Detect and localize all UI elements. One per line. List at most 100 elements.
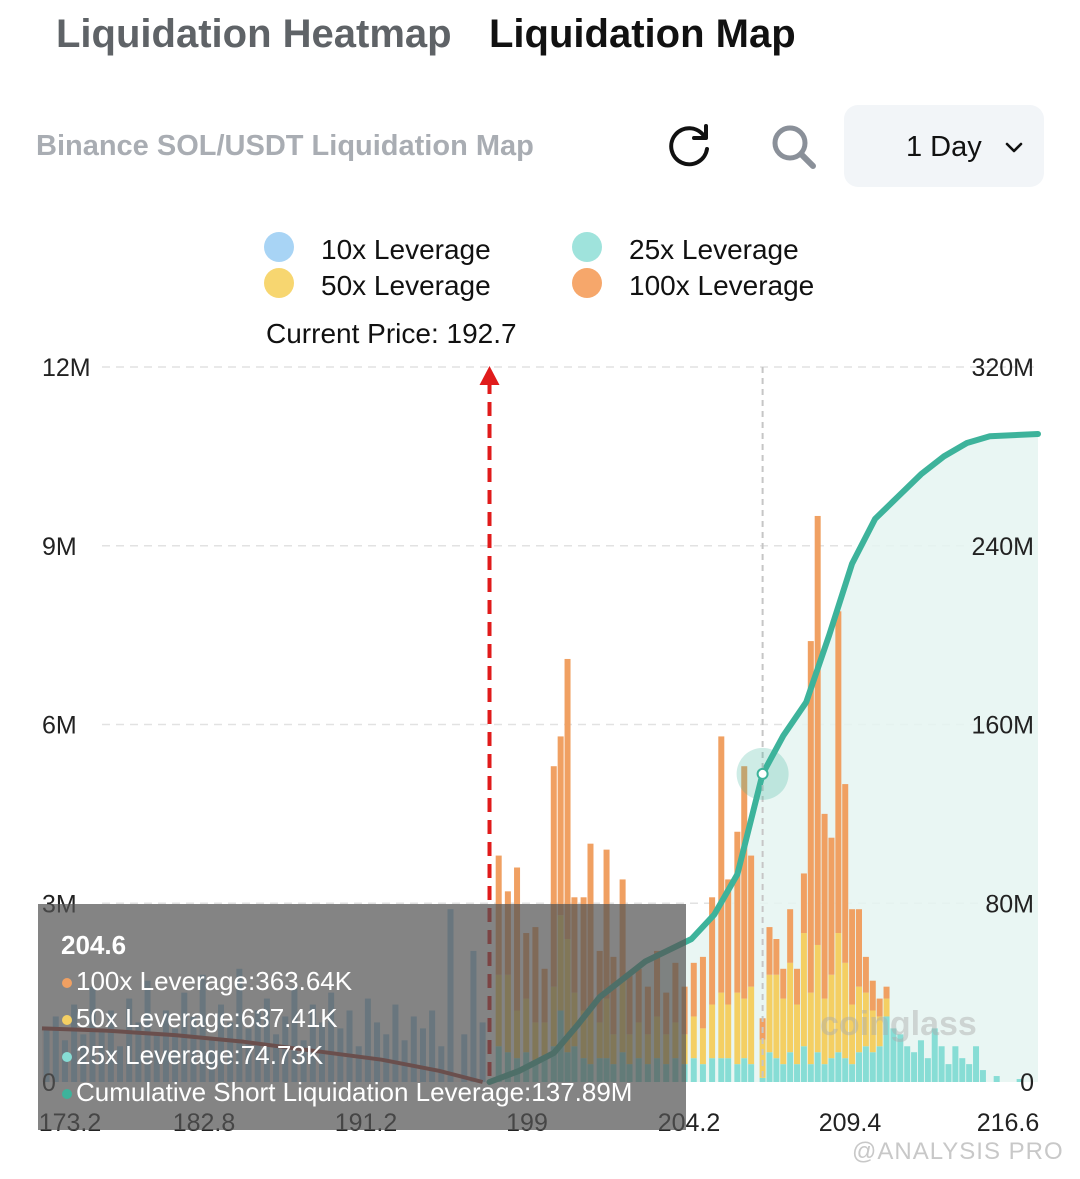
bar-50x: [821, 998, 828, 1065]
bar-25x: [787, 1052, 794, 1082]
bar-25x: [766, 1052, 773, 1082]
current-price-label: Current Price: 192.7: [266, 318, 517, 349]
author-watermark: @ANALYSIS PRO: [852, 1138, 1064, 1165]
bar-100x: [725, 879, 732, 1005]
bar-25x: [835, 1052, 842, 1082]
bar-50x: [690, 1016, 697, 1059]
bar-50x: [759, 1039, 766, 1078]
bar-25x: [862, 1046, 869, 1082]
y-left-tick-label: 12M: [42, 354, 91, 382]
bar-25x: [773, 1058, 780, 1082]
tooltip-row-cumulative: Cumulative Short Liquidation Leverage:13…: [62, 1077, 632, 1108]
bar-25x: [917, 1040, 924, 1082]
short-cumulative-area: [489, 434, 1038, 1082]
bar-25x: [800, 1046, 807, 1082]
legend-label-100x: 100x Leverage: [629, 270, 815, 301]
bar-100x: [699, 956, 706, 1029]
bar-25x: [828, 1058, 835, 1082]
refresh-button[interactable]: [662, 120, 716, 174]
bar-50x: [849, 1004, 856, 1065]
bar-25x: [959, 1058, 966, 1082]
bar-100x: [718, 736, 725, 993]
tab-bar: Liquidation Heatmap Liquidation Map: [0, 0, 1080, 80]
bar-100x: [883, 986, 890, 999]
y-left-tick-label: 9M: [42, 533, 77, 561]
tooltip-row-25x: 25x Leverage:74.73K: [62, 1040, 323, 1071]
bar-100x: [787, 909, 794, 963]
chart-tooltip: 204.6 100x Leverage:363.64K 50x Leverage…: [38, 904, 686, 1130]
tooltip-row-50x: 50x Leverage:637.41K: [62, 1003, 338, 1034]
bar-50x: [718, 992, 725, 1059]
legend-label-50x: 50x Leverage: [321, 270, 491, 301]
bar-100x: [807, 641, 814, 993]
period-select[interactable]: 1 Day: [844, 105, 1044, 187]
bar-25x: [855, 1052, 862, 1082]
bar-100x: [773, 939, 780, 975]
bar-100x: [814, 515, 821, 945]
bar-25x: [780, 1064, 787, 1082]
legend-dot-100x: [572, 268, 602, 298]
tooltip-text-25x: 25x Leverage:74.73K: [76, 1040, 324, 1070]
bar-25x: [993, 1076, 1000, 1082]
bar-50x: [734, 992, 741, 1065]
bar-50x: [814, 944, 821, 1053]
bar-25x: [725, 1058, 732, 1082]
y-right-tick-label: 160M: [971, 712, 1034, 740]
tab-liquidation-heatmap[interactable]: Liquidation Heatmap: [56, 12, 452, 56]
tooltip-dot-cumulative: [62, 1089, 72, 1100]
bar-25x: [748, 1064, 755, 1082]
bar-100x: [557, 736, 564, 916]
bar-100x: [849, 909, 856, 1005]
bar-50x: [869, 1010, 876, 1053]
period-select-value: 1 Day: [906, 131, 982, 163]
bar-100x: [828, 837, 835, 975]
bar-25x: [876, 1046, 883, 1082]
bar-25x: [883, 1016, 890, 1082]
bar-50x: [780, 998, 787, 1065]
bar-100x: [842, 784, 849, 963]
bar-50x: [699, 1028, 706, 1065]
search-button[interactable]: [768, 120, 822, 174]
bar-25x: [759, 1077, 766, 1082]
bar-50x: [766, 974, 773, 1053]
bar-50x: [725, 1004, 732, 1059]
tooltip-text-100x: 100x Leverage:363.64K: [76, 966, 353, 996]
y-right-tick-label: 0: [1020, 1069, 1034, 1097]
legend-label-10x: 10x Leverage: [321, 234, 491, 265]
bar-25x: [938, 1046, 945, 1082]
bar-100x: [741, 766, 748, 999]
bar-50x: [828, 974, 835, 1059]
y-right-tick-label: 80M: [985, 890, 1034, 918]
bar-50x: [842, 962, 849, 1059]
chart-subtitle: Binance SOL/USDT Liquidation Map: [36, 130, 534, 162]
bar-25x: [890, 1028, 897, 1082]
bar-50x: [876, 1016, 883, 1047]
bar-25x: [849, 1064, 856, 1082]
bar-100x: [766, 927, 773, 975]
bar-25x: [973, 1046, 980, 1082]
bar-25x: [931, 1028, 938, 1082]
bar-25x: [869, 1052, 876, 1082]
tooltip-dot-100x: [62, 978, 72, 989]
bar-25x: [966, 1064, 973, 1082]
tooltip-dot-25x: [62, 1052, 72, 1063]
tooltip-text-cumulative: Cumulative Short Liquidation Leverage:13…: [76, 1077, 633, 1107]
bar-25x: [1016, 1079, 1023, 1082]
bar-50x: [855, 986, 862, 1053]
y-right-tick-label: 240M: [971, 533, 1034, 561]
bar-100x: [780, 968, 787, 999]
bar-50x: [835, 933, 842, 1053]
bar-25x: [794, 1064, 801, 1082]
bar-50x: [709, 1004, 716, 1059]
tooltip-text-50x: 50x Leverage:637.41K: [76, 1003, 338, 1033]
x-tick-label: 216.6: [977, 1109, 1040, 1137]
bar-50x: [794, 1004, 801, 1065]
bar-25x: [979, 1070, 986, 1082]
bar-25x: [952, 1046, 959, 1082]
bar-100x: [800, 873, 807, 934]
y-right-tick-label: 320M: [971, 354, 1034, 382]
tab-liquidation-map[interactable]: Liquidation Map: [489, 12, 796, 56]
bar-50x: [800, 933, 807, 1047]
chevron-down-icon: [1005, 142, 1023, 153]
bar-100x: [709, 897, 716, 1005]
